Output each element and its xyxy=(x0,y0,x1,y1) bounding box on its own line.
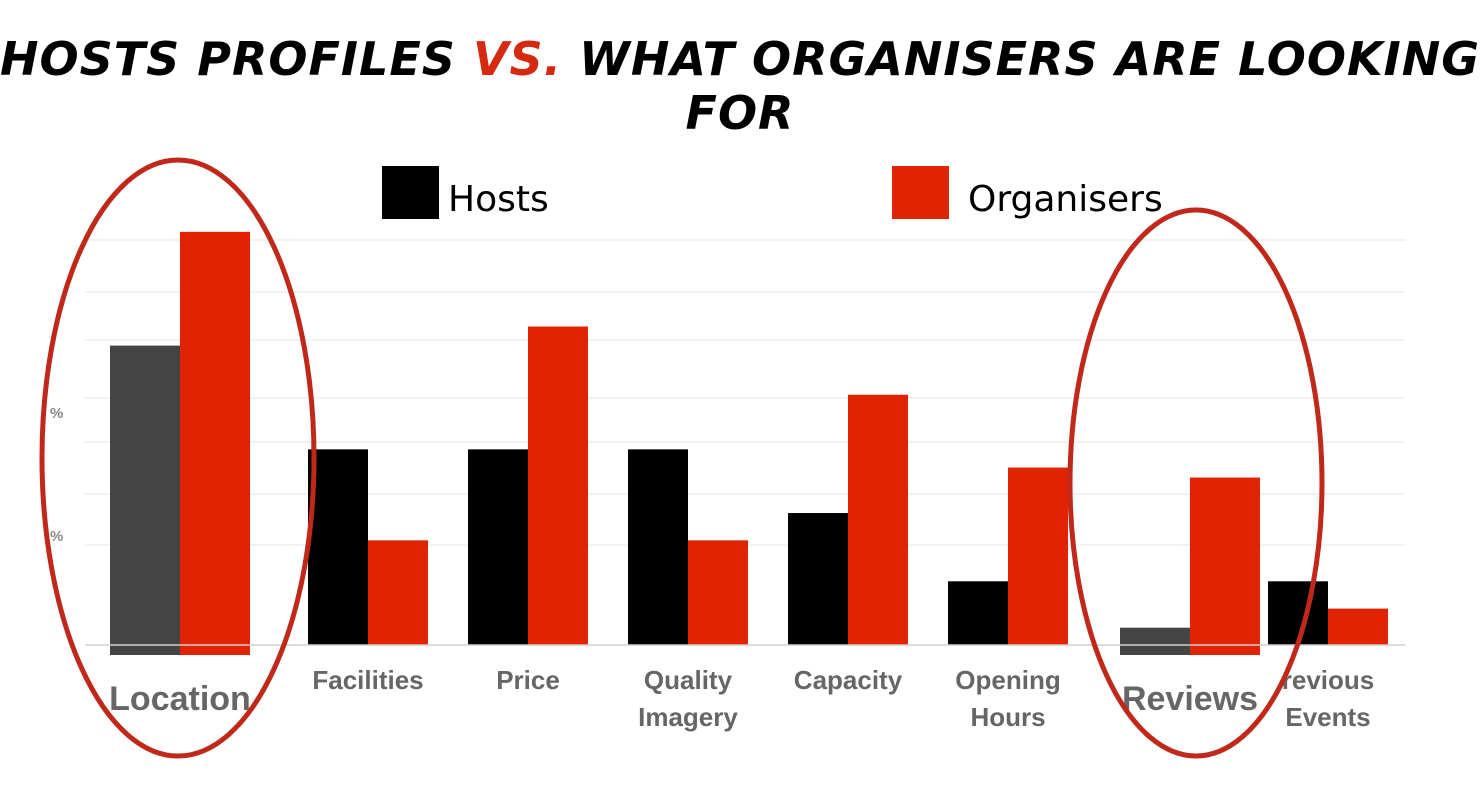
bar-organisers-4 xyxy=(848,394,908,645)
bar-hosts-4 xyxy=(788,513,848,645)
bar-organisers-1 xyxy=(368,540,428,645)
highlight-circle-location xyxy=(39,157,317,759)
category-label-7: revious Events xyxy=(1282,665,1375,732)
bar-organisers-5 xyxy=(1008,467,1068,645)
y-tick-label-0: % xyxy=(50,405,63,422)
legend-swatch-hosts xyxy=(382,166,439,219)
y-axis-ticks: %% xyxy=(50,405,63,545)
bar-organisers-0 xyxy=(180,231,250,655)
chart-title: HOSTS PROFILES VS. WHAT ORGANISERS ARE L… xyxy=(0,32,1480,140)
bar-organisers-7 xyxy=(1328,608,1388,645)
title-part-1: HOSTS PROFILES xyxy=(0,32,473,86)
category-label-2: Price xyxy=(496,665,560,695)
category-label-1: Facilities xyxy=(312,665,423,695)
category-label-5: Opening Hours xyxy=(955,665,1060,732)
title-accent: VS. xyxy=(472,32,563,86)
bar-hosts-7 xyxy=(1268,581,1328,645)
category-label-6: Reviews xyxy=(1122,680,1258,718)
category-label-4: Capacity xyxy=(794,665,903,695)
legend-label-hosts: Hosts xyxy=(448,179,549,220)
category-label-0: Location xyxy=(109,680,251,718)
legend-label-organisers: Organisers xyxy=(968,179,1163,220)
bar-organisers-3 xyxy=(688,540,748,645)
gridlines xyxy=(85,239,1405,546)
bar-hosts-5 xyxy=(948,581,1008,645)
category-label-3: Quality Imagery xyxy=(638,665,738,732)
bar-hosts-2 xyxy=(468,449,528,645)
legend: Hosts Organisers xyxy=(382,166,1163,220)
category-labels: Location Facilities Price Quality Imagery Cap… xyxy=(109,665,1374,732)
highlight-circles xyxy=(39,157,1325,759)
bars xyxy=(110,231,1388,655)
bar-hosts-3 xyxy=(628,449,688,645)
bar-organisers-2 xyxy=(528,326,588,645)
legend-swatch-organisers xyxy=(892,166,949,219)
bar-hosts-6 xyxy=(1120,627,1190,655)
bar-organisers-6 xyxy=(1190,477,1260,655)
bar-hosts-1 xyxy=(308,449,368,645)
title-part-2: WHAT ORGANISERS ARE LOOKING FOR xyxy=(562,32,1480,140)
highlight-circle-reviews xyxy=(1067,207,1325,759)
y-tick-label-1: % xyxy=(50,528,63,545)
bar-hosts-0 xyxy=(110,345,180,655)
